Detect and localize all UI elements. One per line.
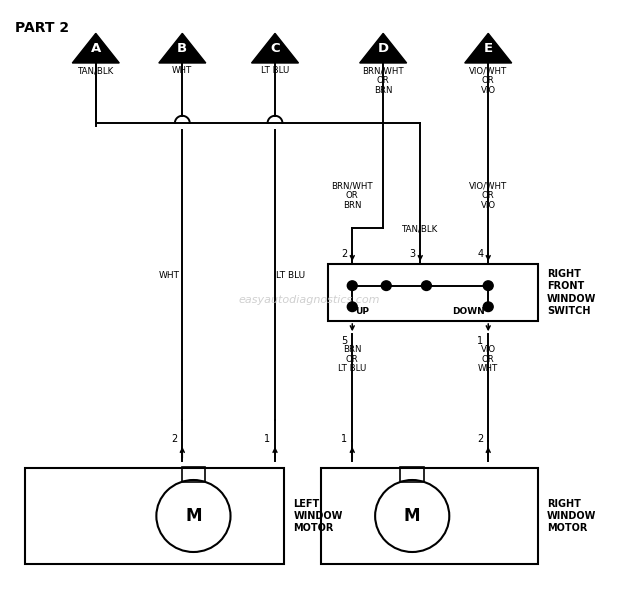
Text: TAN/BLK: TAN/BLK	[402, 225, 438, 234]
Text: 5: 5	[341, 336, 347, 346]
Circle shape	[421, 281, 431, 290]
Bar	[182, 467, 205, 482]
Text: 1: 1	[264, 434, 270, 444]
Text: LT BLU: LT BLU	[261, 66, 289, 75]
Text: 4: 4	[477, 249, 483, 259]
Text: M: M	[404, 507, 420, 525]
Text: 2: 2	[341, 249, 347, 259]
Text: UP: UP	[355, 307, 370, 316]
Text: WHT: WHT	[158, 271, 179, 280]
Circle shape	[347, 302, 357, 311]
Circle shape	[483, 302, 493, 311]
Text: E: E	[484, 41, 493, 55]
Text: 3: 3	[409, 249, 415, 259]
Text: TAN/BLK: TAN/BLK	[78, 66, 114, 75]
Text: LT BLU: LT BLU	[276, 271, 305, 280]
Bar	[25, 468, 284, 564]
Text: 2: 2	[477, 434, 483, 444]
Bar	[328, 264, 538, 321]
Bar	[400, 467, 424, 482]
Text: WHT: WHT	[172, 66, 192, 75]
Text: DOWN: DOWN	[452, 307, 485, 316]
Bar	[321, 468, 538, 564]
Text: RIGHT
WINDOW
MOTOR: RIGHT WINDOW MOTOR	[547, 499, 596, 533]
Text: A: A	[91, 41, 101, 55]
Text: B: B	[177, 41, 187, 55]
Polygon shape	[465, 34, 512, 63]
Text: VIO/WHT
OR
VIO: VIO/WHT OR VIO	[469, 66, 507, 95]
Text: 2: 2	[171, 434, 177, 444]
Text: 1: 1	[477, 336, 483, 346]
Text: BRN/WHT
OR
BRN: BRN/WHT OR BRN	[362, 66, 404, 95]
Text: VIO/WHT
OR
VIO: VIO/WHT OR VIO	[469, 182, 507, 210]
Text: 1: 1	[341, 434, 347, 444]
Text: easyautodiagnostics.com: easyautodiagnostics.com	[239, 295, 379, 305]
Text: C: C	[270, 41, 280, 55]
Text: D: D	[378, 41, 389, 55]
Polygon shape	[72, 34, 119, 63]
Polygon shape	[159, 34, 206, 63]
Text: LEFT
WINDOW
MOTOR: LEFT WINDOW MOTOR	[294, 499, 343, 533]
Text: VIO
OR
WHT: VIO OR WHT	[478, 345, 498, 373]
Polygon shape	[252, 34, 298, 63]
Text: RIGHT
FRONT
WINDOW
SWITCH: RIGHT FRONT WINDOW SWITCH	[547, 269, 596, 316]
Circle shape	[381, 281, 391, 290]
Polygon shape	[360, 34, 407, 63]
Text: BRN/WHT
OR
BRN: BRN/WHT OR BRN	[331, 182, 373, 210]
Circle shape	[483, 281, 493, 290]
Circle shape	[347, 281, 357, 290]
Text: M: M	[185, 507, 201, 525]
Text: BRN
OR
LT BLU: BRN OR LT BLU	[338, 345, 366, 373]
Text: PART 2: PART 2	[15, 21, 70, 35]
